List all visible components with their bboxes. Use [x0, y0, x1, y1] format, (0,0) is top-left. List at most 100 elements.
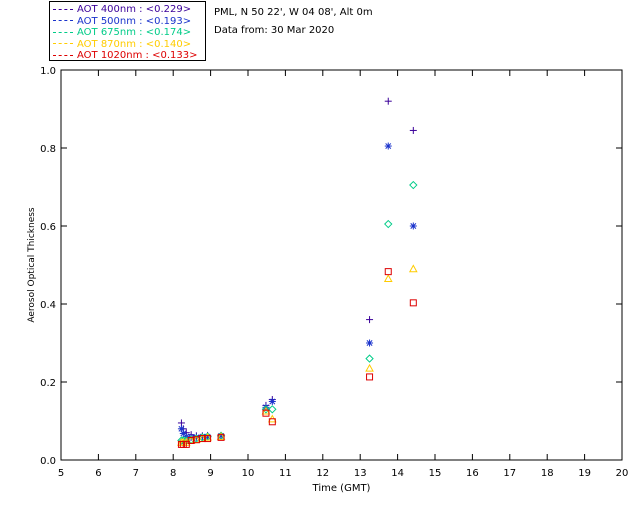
legend-label: AOT 400nm : <0.229> — [77, 4, 192, 15]
data-point — [409, 222, 417, 230]
x-tick-label: 11 — [279, 468, 292, 479]
marker-stroke — [385, 143, 392, 150]
x-tick-label: 16 — [466, 468, 479, 479]
marker-shape — [366, 373, 374, 381]
x-axis-label: Time (GMT) — [312, 483, 371, 494]
marker-shape — [268, 405, 277, 414]
marker-shape — [408, 264, 418, 273]
data-marks — [177, 97, 418, 448]
data-point — [409, 299, 417, 307]
marker-stroke — [180, 430, 187, 437]
legend-label: AOT 500nm : <0.193> — [77, 15, 192, 27]
data-point — [216, 432, 226, 440]
marker-shape — [187, 437, 195, 444]
y-tick-label: 0.2 — [40, 378, 56, 389]
marker-shape — [268, 418, 276, 426]
legend-swatch — [53, 43, 73, 45]
marker-shape — [384, 219, 393, 229]
y-axis-label: Aerosol Optical Thickness — [27, 207, 37, 323]
legend-label: AOT 870nm : <0.140> — [77, 38, 192, 50]
data-point — [177, 419, 185, 427]
data-point — [383, 274, 393, 282]
marker-shape — [216, 432, 226, 440]
marker-shape — [261, 405, 271, 414]
x-tick-label: 6 — [95, 468, 101, 479]
legend-swatch — [53, 31, 73, 33]
marker-shape — [365, 363, 374, 372]
data-point — [409, 126, 417, 134]
legend-entry: AOT 870nm : <0.140> — [53, 39, 191, 51]
x-tick-label: 9 — [207, 468, 213, 479]
data-point — [409, 180, 418, 190]
marker-shape — [204, 435, 212, 443]
legend-entry: AOT 400nm : <0.229> — [53, 4, 191, 16]
data-point — [268, 398, 276, 405]
marker-shape — [198, 435, 206, 443]
x-tick-label: 5 — [58, 468, 64, 479]
y-tick-label: 0.4 — [40, 300, 56, 311]
data-point — [198, 435, 206, 443]
data-point — [262, 409, 270, 417]
marker-shape — [261, 406, 271, 415]
x-tick-label: 18 — [541, 468, 554, 479]
x-tick-label: 13 — [354, 468, 367, 479]
marker-shape — [262, 409, 270, 417]
data-point — [261, 406, 271, 415]
y-tick-label: 0.0 — [40, 456, 56, 467]
plot-frame — [60, 69, 623, 461]
x-tick-label: 19 — [578, 468, 591, 479]
legend-swatch — [53, 20, 73, 22]
y-tick-label: 0.6 — [40, 222, 56, 233]
data-point — [366, 373, 374, 381]
marker-shape — [217, 433, 225, 441]
marker-shape — [409, 299, 417, 307]
data-point — [268, 405, 277, 414]
data-point — [204, 435, 212, 443]
data-point — [261, 405, 271, 414]
data-point — [187, 437, 195, 444]
marker-stroke — [178, 425, 185, 432]
legend-entry: AOT 675nm : <0.174> — [53, 27, 191, 39]
legend: AOT 400nm : <0.229> AOT 500nm : <0.193> AO… — [49, 1, 206, 61]
legend-entry: AOT 1020nm : <0.133> — [53, 50, 197, 62]
data-point — [384, 142, 392, 150]
marker-shape — [383, 274, 393, 282]
marker-shape — [365, 354, 374, 363]
data-point — [384, 268, 392, 276]
marker-stroke — [269, 398, 276, 405]
data-point — [268, 418, 276, 426]
x-tick-label: 8 — [170, 468, 176, 479]
data-point — [182, 440, 190, 448]
data-date: Data from: 30 Mar 2020 — [214, 25, 335, 36]
y-tick-label: 0.8 — [40, 144, 56, 155]
x-tick-label: 14 — [391, 468, 404, 479]
marker-stroke — [366, 340, 373, 346]
data-point — [365, 354, 374, 363]
y-tick-label: 1.0 — [40, 66, 56, 77]
legend-entry: AOT 500nm : <0.193> — [53, 16, 191, 28]
marker-shape — [182, 440, 190, 448]
plot-axes: 5 6 7 8 9 10 11 12 13 14 15 16 17 18 19 20 0.0 0.2 0.4 0.6 0… — [27, 66, 628, 494]
marker-stroke — [410, 223, 417, 229]
legend-swatch — [53, 54, 73, 56]
marker-shape — [409, 180, 418, 190]
legend-label: AOT 675nm : <0.174> — [77, 27, 192, 39]
x-tick-label: 20 — [616, 468, 629, 479]
data-point — [366, 316, 374, 324]
legend-label: AOT 1020nm : <0.133> — [77, 50, 198, 62]
x-tick-label: 12 — [316, 468, 329, 479]
x-tick-label: 17 — [503, 468, 516, 479]
data-point — [365, 363, 374, 372]
legend-swatch — [53, 8, 73, 10]
x-tick-label: 7 — [133, 468, 139, 479]
marker-shape — [384, 268, 392, 276]
station-info: PML, N 50 22', W 04 08', Alt 0m — [214, 7, 373, 18]
x-tick-label: 15 — [429, 468, 442, 479]
data-point — [366, 339, 374, 347]
data-point — [384, 219, 393, 229]
x-tick-label: 10 — [242, 468, 255, 479]
data-point — [217, 433, 225, 441]
data-point — [384, 97, 392, 105]
data-point — [408, 264, 418, 273]
